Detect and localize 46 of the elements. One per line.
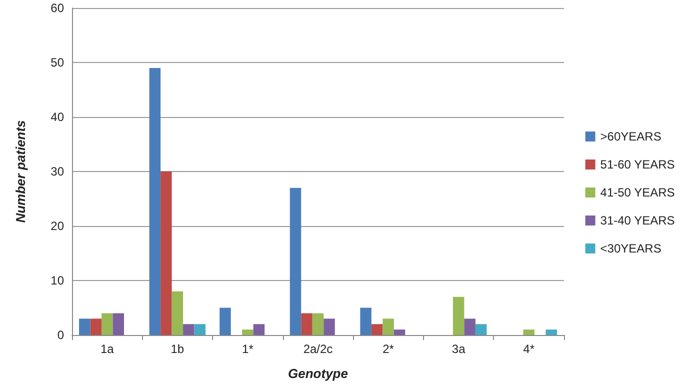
- bar: [90, 318, 102, 335]
- x-axis-title: Genotype: [288, 366, 348, 381]
- legend-label: 41-50 YEARS: [600, 186, 675, 200]
- bar: [183, 324, 194, 335]
- bar: [360, 308, 372, 335]
- y-tick-label: 0: [57, 328, 64, 342]
- legend-label: 31-40 YEARS: [600, 214, 675, 228]
- legend-label: 51-60 YEARS: [600, 158, 675, 172]
- bar: [79, 318, 90, 335]
- y-tick-label: 30: [50, 164, 64, 178]
- x-tick-label: 2*: [382, 342, 394, 356]
- x-tick-label: 3a: [452, 342, 466, 356]
- x-tick-label: 2a/2c: [303, 342, 333, 356]
- x-tick-label: 1a: [100, 342, 114, 356]
- bar: [324, 318, 335, 335]
- y-tick-label: 60: [50, 1, 64, 15]
- bar: [452, 296, 464, 335]
- bar: [149, 68, 161, 335]
- bar: [220, 308, 231, 335]
- bar: [253, 324, 265, 335]
- legend-label: >60YEARS: [600, 130, 662, 144]
- y-tick-label: 50: [50, 56, 64, 70]
- bar: [160, 172, 172, 335]
- y-axis-title: Number patients: [13, 120, 28, 223]
- bar: [523, 330, 534, 335]
- bar: [102, 313, 113, 335]
- bar: [242, 330, 254, 335]
- bar: [546, 330, 557, 335]
- bar: [371, 324, 383, 335]
- x-tick-label: 1*: [242, 342, 254, 356]
- x-tick-label: 4*: [523, 342, 535, 356]
- bar: [382, 318, 394, 335]
- bar: [301, 313, 312, 335]
- bar: [475, 324, 487, 335]
- bar: [394, 330, 406, 335]
- bar: [312, 313, 324, 335]
- y-tick-label: 40: [50, 110, 64, 124]
- bar: [172, 291, 184, 335]
- bar: [464, 318, 476, 335]
- legend-label: <30YEARS: [600, 242, 662, 256]
- bar: [290, 188, 302, 335]
- bar: [112, 313, 124, 335]
- y-tick-label: 20: [50, 219, 64, 233]
- y-tick-label: 10: [50, 274, 64, 288]
- x-tick-label: 1b: [170, 342, 184, 356]
- bar: [194, 324, 206, 335]
